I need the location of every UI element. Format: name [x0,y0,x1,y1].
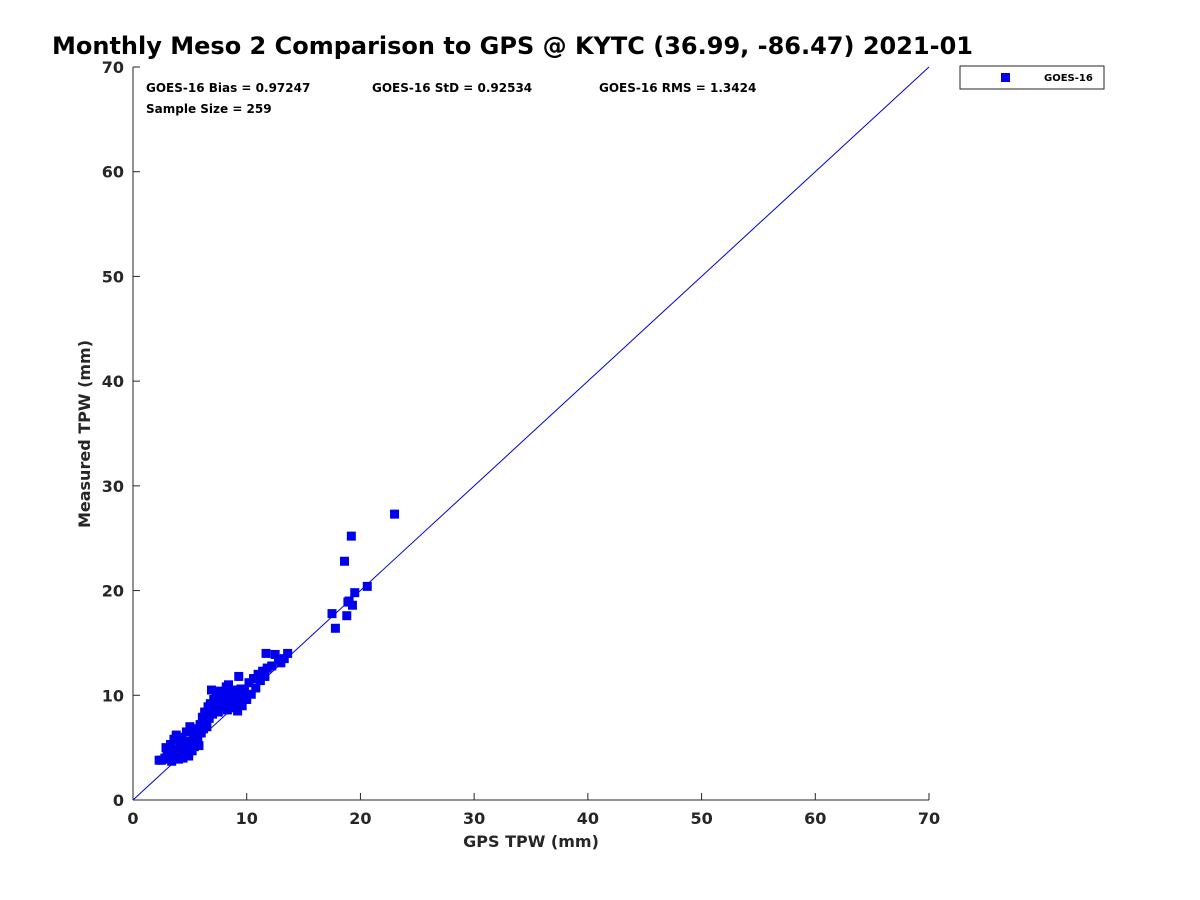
data-point [202,722,212,732]
data-point [173,754,183,764]
data-point [175,741,185,751]
legend-label: GOES-16 [1044,73,1093,84]
data-point [200,707,210,717]
data-point [350,588,360,598]
x-tick-label: 70 [918,809,940,828]
x-axis-label: GPS TPW (mm) [463,832,599,851]
data-point [267,661,277,671]
data-point [362,581,372,591]
data-point [181,727,191,737]
data-point [330,623,340,633]
data-point [246,689,256,699]
data-point [194,741,204,751]
x-tick-label: 10 [236,809,258,828]
data-point [185,722,195,732]
data-point [206,685,216,695]
data-point [227,692,237,702]
data-point [340,556,350,566]
data-point [222,705,232,715]
data-point [342,611,352,621]
data-point [234,671,244,681]
data-point [229,685,239,695]
legend-box [959,65,1105,90]
data-point [220,700,230,710]
data-point [224,680,234,690]
stat-std: GOES-16 StD = 0.92534 [372,81,532,95]
data-point [270,649,280,659]
data-point [253,669,263,679]
stat-bias: GOES-16 Bias = 0.97247 [146,81,310,95]
data-points [154,509,400,766]
data-point [239,686,249,696]
data-point [235,693,245,703]
x-tick-label: 20 [349,809,371,828]
data-point [214,691,224,701]
y-ticks: 0 10 20 30 40 50 60 70 [102,58,140,810]
y-tick-label: 10 [102,686,124,705]
data-point [209,694,219,704]
data-point [208,709,218,719]
y-tick-label: 0 [113,791,124,810]
x-ticks: 0 10 20 30 40 50 60 70 [127,793,940,828]
data-point [166,740,176,750]
y-tick-label: 50 [102,267,124,286]
y-tick-label: 70 [102,58,124,77]
x-tick-label: 40 [577,809,599,828]
data-point [186,736,196,746]
data-point [255,676,265,686]
stat-rms: GOES-16 RMS = 1.3424 [599,81,756,95]
data-point [213,707,223,717]
data-point [260,671,270,681]
x-tick-label: 30 [463,809,485,828]
data-point [212,701,222,711]
x-tick-label: 60 [804,809,826,828]
x-tick-label: 0 [127,809,138,828]
data-point [258,666,268,676]
y-axis-label: Measured TPW (mm) [75,340,94,528]
data-point [183,743,193,753]
data-point [179,737,189,747]
data-point [251,683,261,693]
axes [132,67,929,801]
data-point [188,730,198,740]
data-point [390,509,400,519]
data-point [191,724,201,734]
data-point [261,648,271,658]
data-point [327,609,337,619]
data-point [249,674,259,684]
data-point [262,663,272,673]
y-tick-label: 40 [102,372,124,391]
stat-sample-size: Sample Size = 259 [146,102,272,116]
data-point [242,694,252,704]
data-point [176,748,186,758]
legend-marker-square [1001,73,1010,82]
data-point [177,732,187,742]
y-tick-label: 30 [102,477,124,496]
data-point [230,699,240,709]
y-tick-label: 20 [102,582,124,601]
data-point [279,654,289,664]
data-point [346,531,356,541]
data-point [233,706,243,716]
x-tick-label: 50 [690,809,712,828]
legend: GOES-16 [959,65,1105,90]
data-point [171,730,181,740]
data-point [184,751,194,761]
data-point [244,678,254,688]
data-point [219,690,229,700]
data-point [237,701,247,711]
y-tick-label: 60 [102,163,124,182]
data-point [283,648,293,658]
data-point [347,600,357,610]
chart-title: Monthly Meso 2 Comparison to GPS @ KYTC … [52,32,973,60]
